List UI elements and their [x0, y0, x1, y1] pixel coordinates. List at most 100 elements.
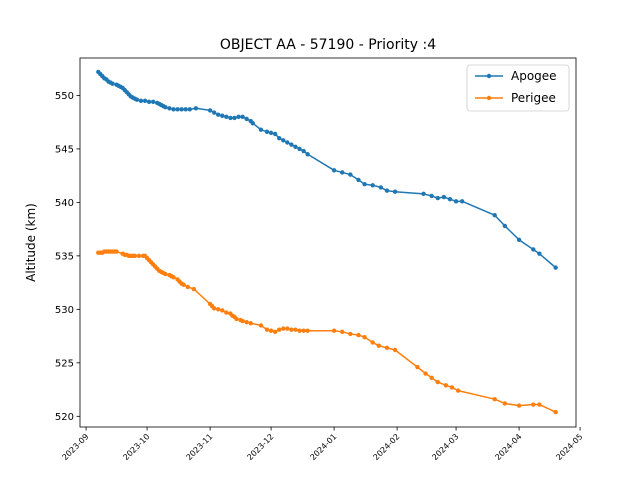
legend-apogee-label: Apogee	[511, 69, 557, 83]
perigee-point	[297, 328, 302, 333]
apogee-point	[232, 115, 237, 121]
apogee-point	[531, 247, 536, 252]
perigee-point	[216, 307, 221, 312]
perigee-point	[234, 316, 239, 322]
y-tick-label: 545	[55, 145, 74, 156]
perigee-point	[114, 249, 119, 254]
perigee-point	[248, 321, 253, 326]
perigee-point	[362, 334, 367, 340]
apogee-point	[244, 116, 249, 122]
apogee-point	[277, 136, 282, 141]
apogee-point	[211, 110, 217, 115]
apogee-point	[193, 106, 199, 111]
apogee-point	[224, 114, 229, 120]
perigee-point	[301, 328, 306, 333]
apogee-point	[142, 98, 148, 103]
apogee-point	[240, 114, 245, 120]
perigee-point	[429, 375, 434, 380]
apogee-point	[331, 168, 337, 173]
x-tick-label: 2024-02	[372, 432, 402, 462]
perigee-point	[285, 326, 290, 331]
y-axis-label: Altitude (km)	[24, 203, 38, 282]
apogee-point	[447, 196, 453, 202]
perigee-point	[443, 383, 449, 388]
apogee-point	[285, 140, 290, 145]
apogee-point	[392, 189, 398, 194]
perigee-point	[240, 318, 245, 324]
perigee-point	[331, 328, 337, 333]
perigee-point	[289, 327, 294, 332]
perigee-point	[516, 403, 522, 408]
apogee-point	[492, 213, 497, 218]
apogee-point	[289, 142, 294, 147]
apogee-point	[370, 183, 375, 188]
apogee-point	[429, 193, 434, 199]
x-tick-label: 2024-05	[554, 432, 584, 462]
perigee-point	[435, 379, 440, 385]
perigee-point	[376, 343, 382, 348]
perigee-line	[98, 250, 556, 413]
perigee-point	[181, 282, 186, 287]
apogee-point	[516, 237, 522, 243]
plot-area	[96, 69, 558, 415]
legend-perigee-label: Perigee	[511, 91, 556, 105]
apogee-point	[356, 177, 361, 183]
apogee-point	[502, 223, 508, 229]
perigee-point	[340, 329, 345, 335]
apogee-point	[272, 131, 278, 137]
apogee-point	[179, 107, 184, 112]
apogee-point	[421, 191, 426, 197]
apogee-point	[348, 172, 353, 177]
perigee-point	[224, 310, 229, 315]
perigee-point	[191, 286, 197, 292]
plot-frame	[79, 57, 577, 428]
chart-title: OBJECT AA - 57190 - Priority :4	[220, 37, 436, 53]
perigee-point	[455, 388, 461, 393]
x-tick-label: 2024-01	[309, 432, 339, 462]
perigee-point	[272, 329, 278, 335]
apogee-point	[281, 138, 286, 143]
y-tick-label: 520	[55, 412, 74, 423]
perigee-point	[211, 306, 217, 311]
apogee-point	[258, 127, 264, 132]
apogee-point	[384, 188, 390, 193]
perigee-point	[415, 364, 420, 370]
perigee-point	[220, 308, 225, 313]
apogee-point	[236, 114, 241, 120]
apogee-point	[138, 98, 144, 103]
perigee-point	[132, 253, 138, 259]
perigee-point	[370, 340, 375, 345]
apogee-point	[207, 108, 213, 113]
apogee-point	[220, 113, 225, 118]
legend: Apogee Perigee	[466, 64, 570, 112]
y-tick-label: 525	[55, 358, 74, 369]
apogee-point	[453, 199, 459, 204]
apogee-point	[171, 107, 176, 112]
y-tick-label: 535	[55, 251, 74, 262]
legend-perigee-marker	[486, 95, 492, 101]
apogee-point	[167, 106, 172, 111]
perigee-point	[277, 327, 282, 332]
perigee-point	[531, 402, 536, 407]
apogee-point	[362, 182, 367, 187]
perigee-point	[293, 327, 298, 332]
perigee-point	[136, 253, 142, 259]
axes: 2023-09 2023-10 2023-11 2023-12 2024-01 2024-…	[55, 91, 585, 462]
apogee-point	[378, 185, 384, 190]
perigee-point	[553, 409, 558, 415]
apogee-point	[110, 81, 115, 86]
apogee-point	[553, 265, 558, 270]
perigee-point	[281, 326, 286, 331]
apogee-point	[250, 121, 255, 126]
apogee-point	[146, 99, 152, 105]
apogee-point	[537, 251, 542, 256]
perigee-point	[268, 328, 274, 333]
perigee-point	[356, 332, 361, 338]
perigee-point	[244, 319, 249, 325]
apogee-point	[134, 97, 140, 102]
x-tick-label: 2023-09	[61, 432, 91, 462]
apogee-point	[435, 195, 440, 201]
apogee-point	[297, 146, 302, 152]
perigee-point	[492, 396, 497, 402]
apogee-point	[301, 148, 306, 154]
